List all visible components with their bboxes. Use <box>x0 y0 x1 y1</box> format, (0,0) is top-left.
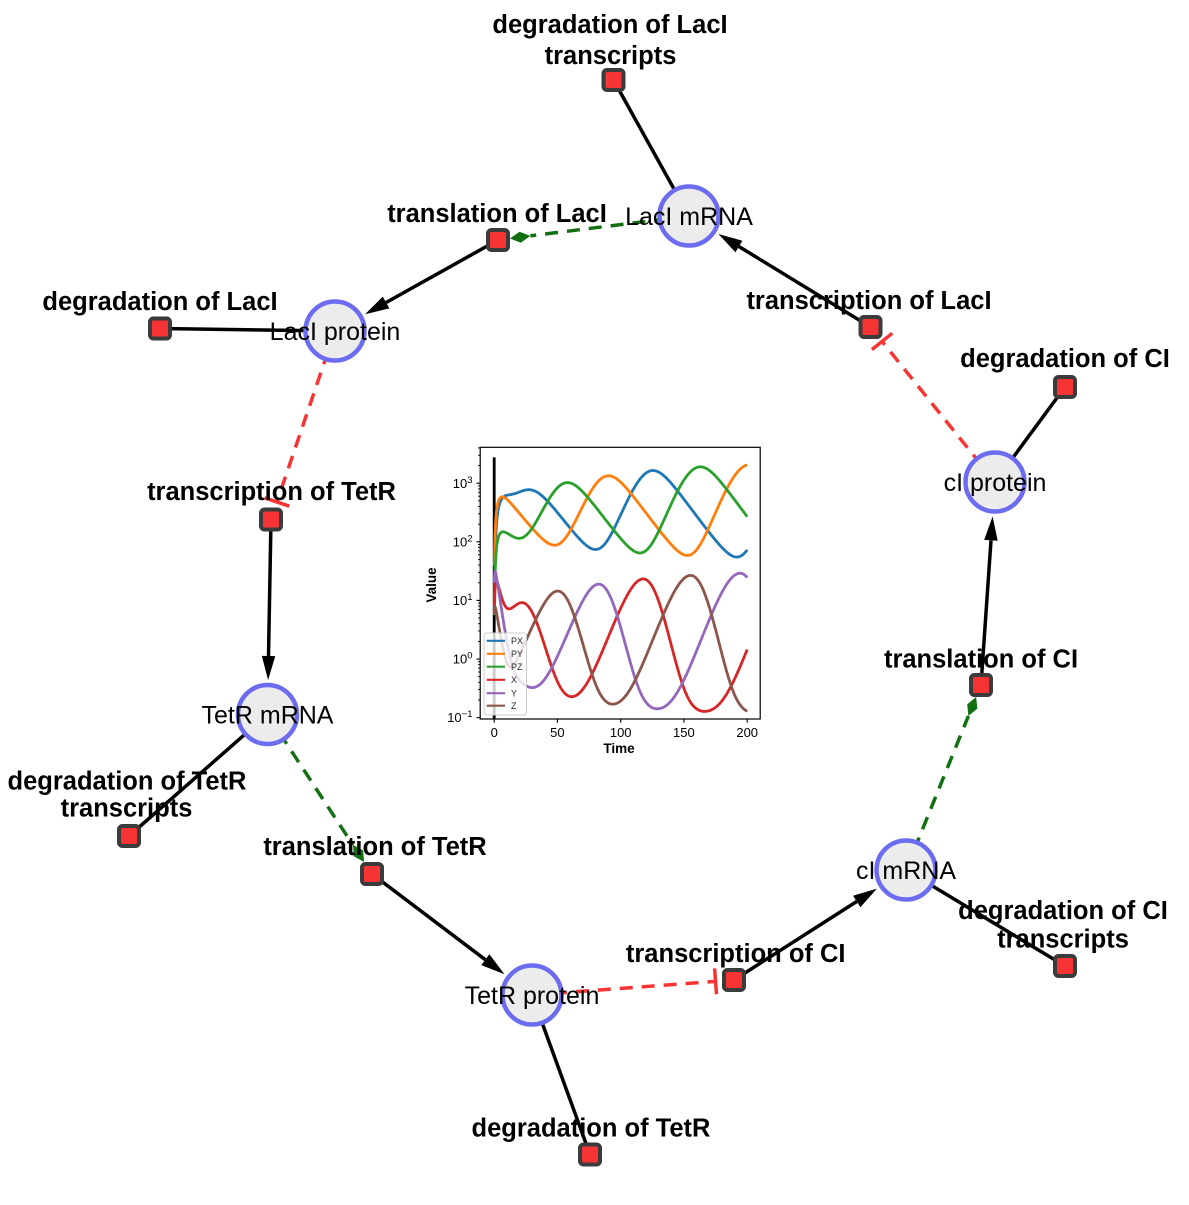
svg-text:PZ: PZ <box>511 662 523 672</box>
svg-text:degradation of LacI: degradation of LacI <box>42 288 277 316</box>
svg-text:PX: PX <box>511 636 523 646</box>
svg-text:degradation of CI: degradation of CI <box>958 897 1168 925</box>
svg-text:degradation of TetR: degradation of TetR <box>472 1115 711 1143</box>
svg-text:cI mRNA: cI mRNA <box>856 857 956 885</box>
svg-text:LacI mRNA: LacI mRNA <box>625 203 753 231</box>
svg-text:LacI protein: LacI protein <box>270 318 401 346</box>
svg-text:Value: Value <box>424 567 439 603</box>
svg-text:degradation of LacI: degradation of LacI <box>492 11 727 39</box>
svg-text:transcription of LacI: transcription of LacI <box>746 287 991 315</box>
svg-text:200: 200 <box>736 725 758 740</box>
svg-text:Z: Z <box>511 701 517 711</box>
svg-text:transcripts: transcripts <box>997 926 1129 954</box>
svg-text:TetR protein: TetR protein <box>465 982 600 1010</box>
svg-text:translation of CI: translation of CI <box>884 646 1078 674</box>
svg-text:cI protein: cI protein <box>944 469 1047 497</box>
svg-text:X: X <box>511 675 517 685</box>
svg-text:50: 50 <box>550 725 564 740</box>
svg-text:translation of TetR: translation of TetR <box>263 833 486 861</box>
svg-text:PY: PY <box>511 649 523 659</box>
svg-text:0: 0 <box>491 725 498 740</box>
svg-text:degradation of TetR: degradation of TetR <box>8 768 247 796</box>
svg-text:100: 100 <box>610 725 632 740</box>
svg-text:Time: Time <box>603 741 635 756</box>
svg-text:Y: Y <box>511 688 517 698</box>
svg-text:transcription of CI: transcription of CI <box>626 940 846 968</box>
svg-text:TetR mRNA: TetR mRNA <box>202 702 334 730</box>
svg-text:150: 150 <box>673 725 695 740</box>
svg-text:transcription of TetR: transcription of TetR <box>147 478 396 506</box>
svg-text:transcripts: transcripts <box>545 42 677 70</box>
svg-text:transcripts: transcripts <box>61 795 193 823</box>
svg-text:translation of LacI: translation of LacI <box>387 200 607 228</box>
svg-text:degradation of CI: degradation of CI <box>960 345 1170 373</box>
